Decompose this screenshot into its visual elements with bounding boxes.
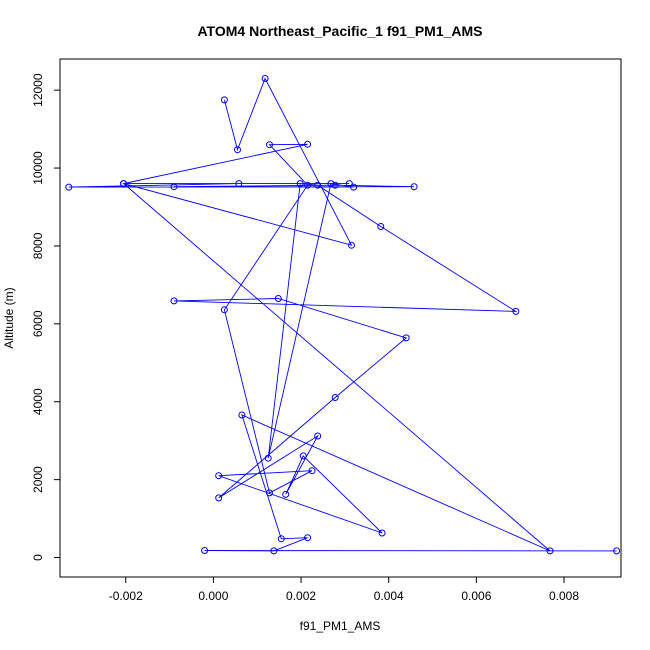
data-point (170, 183, 178, 191)
data-point (266, 489, 273, 497)
data-point (282, 490, 290, 498)
data-point (120, 180, 128, 188)
y-axis-label: Altitude (m) (2, 287, 16, 348)
data-point (613, 547, 621, 555)
x-tick-label: 0.004 (374, 589, 404, 603)
data-point (274, 295, 282, 302)
data-point (512, 307, 520, 315)
data-point (261, 75, 269, 82)
data-point (546, 547, 554, 555)
data-point (327, 180, 335, 188)
x-tick-label: 0.008 (549, 589, 579, 603)
data-point (331, 394, 339, 401)
data-point (235, 180, 243, 188)
series-points-group (65, 75, 621, 555)
data-point (220, 306, 228, 314)
y-tick-label: 4000 (31, 388, 45, 415)
data-point (314, 432, 322, 440)
y-tick-label: 8000 (31, 232, 45, 259)
series-line (68, 77, 617, 552)
data-point (314, 181, 322, 189)
data-point (402, 334, 410, 342)
y-tick-label: 12000 (31, 73, 45, 107)
y-tick-label: 0 (31, 554, 45, 561)
data-point (331, 181, 339, 189)
data-point (299, 452, 307, 460)
data-point (238, 411, 246, 419)
data-point (350, 183, 358, 191)
data-point (234, 146, 241, 154)
data-point (304, 181, 312, 189)
chart-title: ATOM4 Northeast_Pacific_1 f91_PM1_AMS (197, 23, 482, 39)
y-tick-label: 10000 (31, 151, 45, 185)
data-point (296, 180, 304, 188)
x-axis: -0.002 0.000 0.002 0.004 0.006 0.008 (109, 576, 579, 603)
data-point (170, 297, 178, 305)
x-axis-label: f91_PM1_AMS (300, 619, 381, 633)
data-point (304, 140, 312, 148)
data-point (270, 547, 278, 555)
data-point (215, 472, 223, 480)
data-point (410, 183, 418, 191)
x-tick-label: 0.006 (461, 589, 491, 603)
x-tick-label: 0.002 (286, 589, 316, 603)
x-tick-label: 0.000 (198, 589, 228, 603)
y-axis: 0 2000 4000 6000 8000 10000 12000 (31, 73, 60, 561)
data-point (348, 241, 355, 249)
data-point (277, 535, 285, 543)
data-point (377, 223, 385, 230)
data-point (266, 141, 273, 149)
data-point (215, 494, 223, 502)
data-point (378, 529, 386, 537)
data-point (264, 454, 272, 462)
data-point (201, 547, 209, 554)
data-point (345, 180, 353, 188)
y-tick-label: 2000 (31, 466, 45, 493)
series-line-group (68, 77, 617, 552)
x-tick-label: -0.002 (109, 589, 143, 603)
data-point (65, 183, 73, 191)
y-tick-label: 6000 (31, 310, 45, 337)
data-point (304, 534, 312, 542)
data-point (308, 467, 316, 475)
data-point (220, 96, 228, 104)
